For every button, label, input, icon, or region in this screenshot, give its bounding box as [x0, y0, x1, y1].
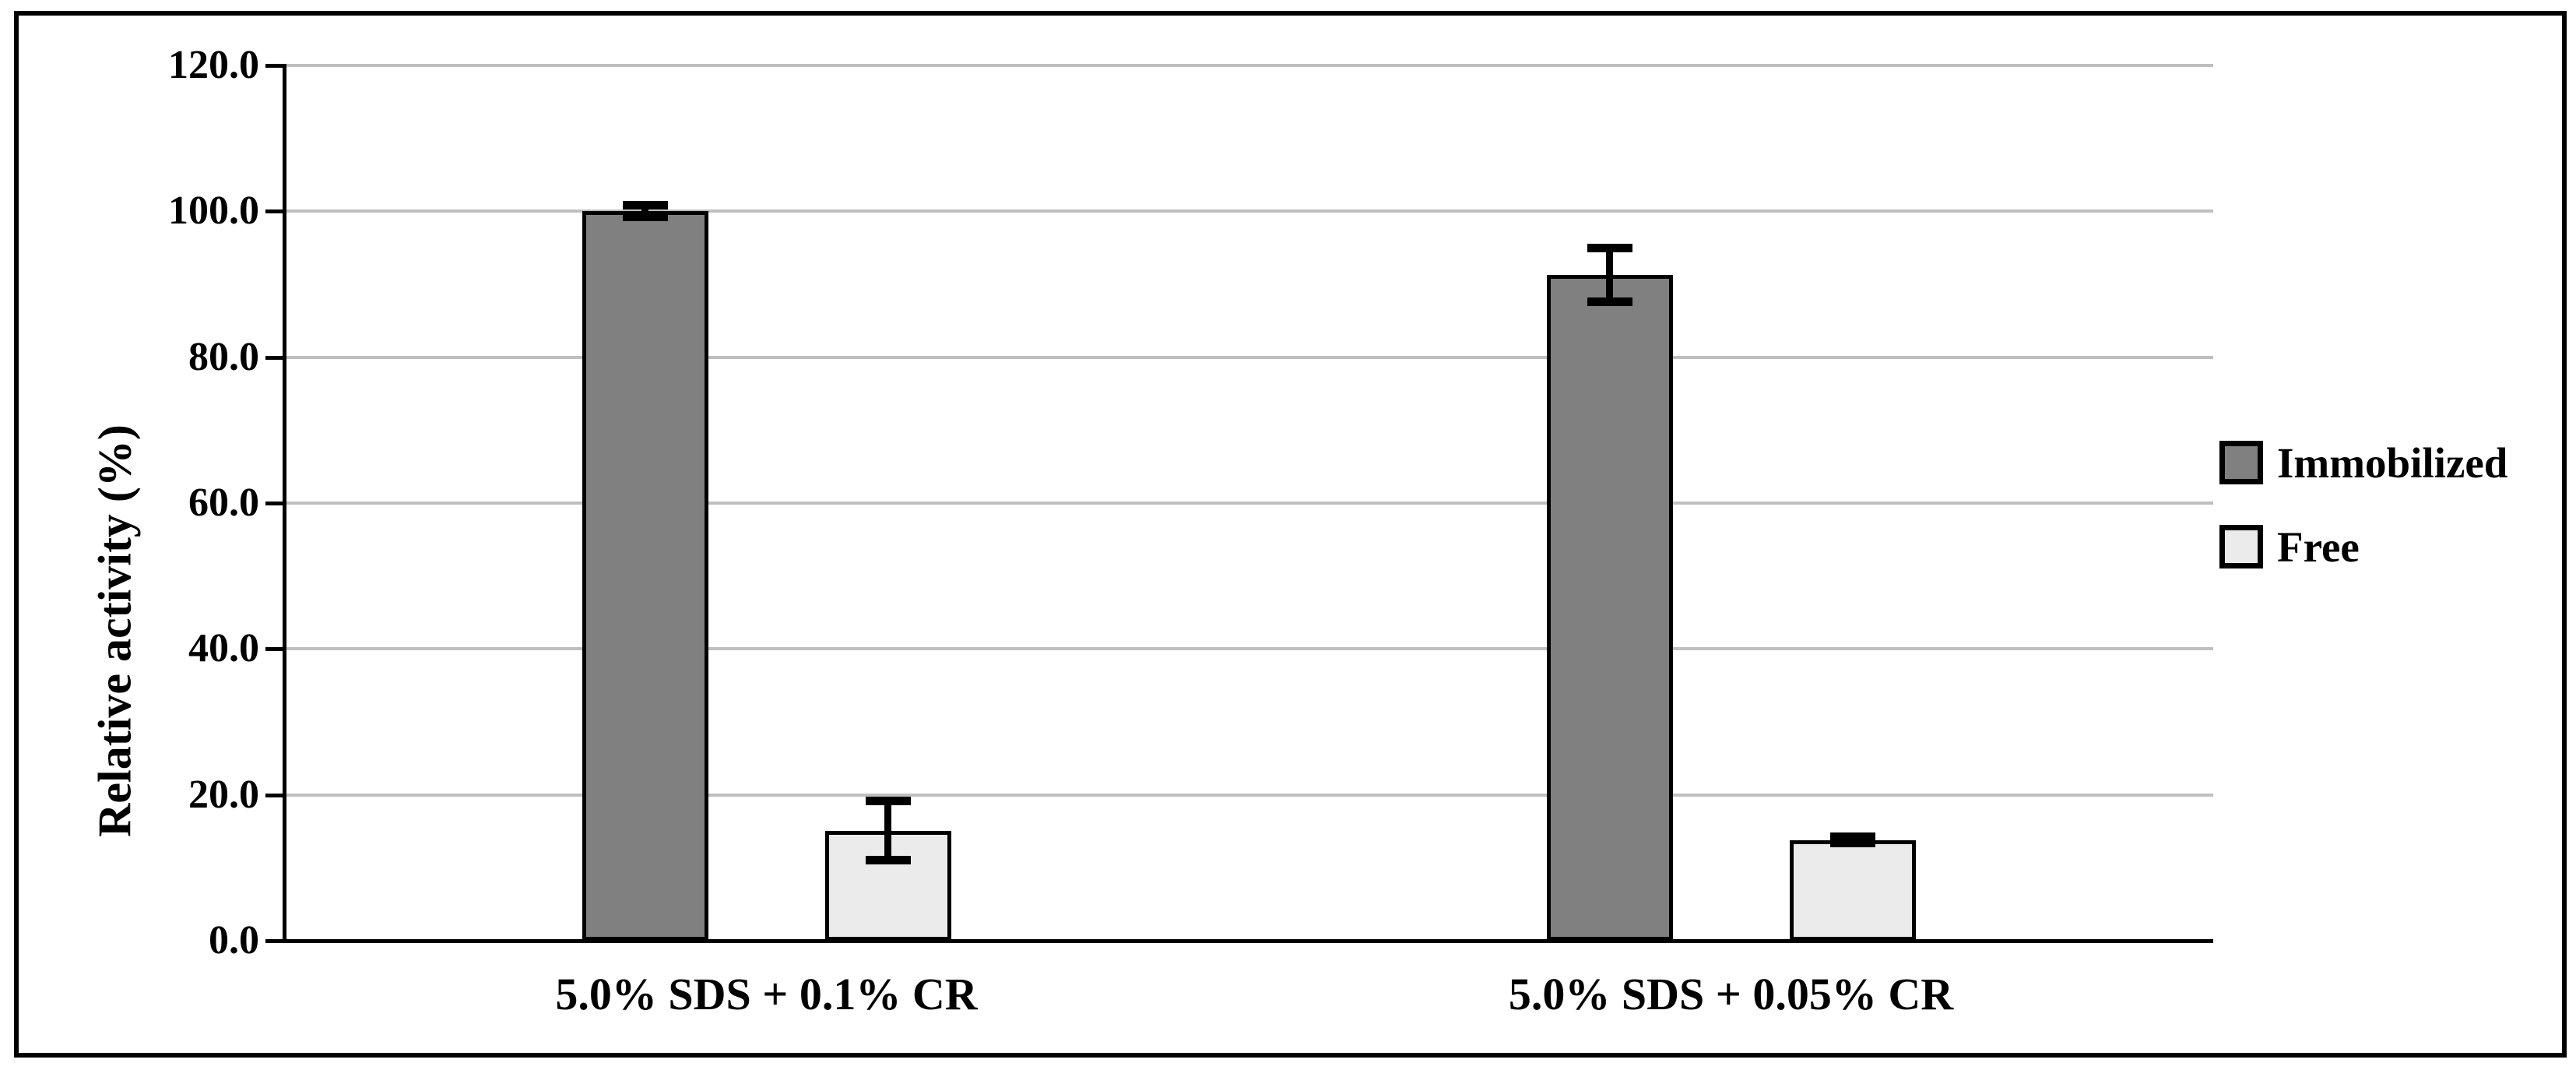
bar-free-cat2 — [1789, 839, 1916, 941]
figure-border-frame — [14, 11, 2567, 1058]
y-axis-line — [283, 64, 286, 942]
legend-swatch-immobilized — [2219, 441, 2263, 484]
y-tick-60.0 — [265, 502, 284, 505]
bar-immobilized-cat1 — [582, 211, 708, 941]
error-bar-cap-top — [865, 796, 911, 805]
legend-label: Immobilized — [2277, 438, 2508, 487]
error-bar-cap-bottom — [1829, 838, 1875, 847]
gridline-100 — [284, 209, 2213, 213]
y-tick-label: 60.0 — [188, 480, 259, 525]
error-bar-cap-top — [1829, 832, 1875, 842]
legend: Immobilized Free — [2219, 441, 2507, 568]
y-tick-label: 40.0 — [188, 626, 259, 671]
x-category-label-2: 5.0% SDS + 0.05% CR — [1508, 969, 1954, 1019]
gridline-60 — [284, 502, 2213, 505]
error-bar-cap-bottom — [622, 213, 668, 222]
y-tick-label: 100.0 — [168, 188, 259, 234]
legend-item-immobilized: Immobilized — [2219, 441, 2507, 484]
bar-immobilized-cat2 — [1546, 274, 1673, 941]
y-tick-80.0 — [265, 355, 284, 360]
error-bar-cap-top — [622, 201, 668, 210]
error-bar-free-cat1 — [884, 801, 891, 861]
legend-swatch-free — [2219, 525, 2263, 568]
y-tick-label: 80.0 — [188, 334, 259, 379]
y-tick-20.0 — [265, 793, 284, 797]
error-bar-cap-top — [1587, 243, 1632, 252]
y-tick-120.0 — [265, 64, 284, 68]
x-category-label-1: 5.0% SDS + 0.1% CR — [555, 969, 978, 1019]
gridline-40 — [284, 647, 2213, 651]
error-bar-immobilized-cat1 — [641, 205, 648, 217]
y-tick-40.0 — [265, 647, 284, 652]
legend-item-free: Free — [2219, 525, 2507, 568]
legend-label: Free — [2277, 523, 2360, 571]
x-axis-line — [283, 939, 2213, 943]
y-axis-title-text: Relative activity (%) — [89, 424, 141, 837]
y-tick-0.0 — [265, 939, 284, 943]
gridline-120 — [284, 64, 2213, 67]
error-bar-cap-bottom — [865, 856, 911, 865]
gridline-80 — [284, 355, 2213, 359]
y-tick-100.0 — [265, 209, 284, 214]
y-tick-label: 120.0 — [168, 43, 259, 87]
y-tick-label: 0.0 — [209, 918, 259, 963]
gridline-20 — [284, 793, 2213, 797]
error-bar-cap-bottom — [1587, 297, 1632, 306]
error-bar-immobilized-cat2 — [1606, 248, 1613, 302]
y-tick-label: 20.0 — [188, 772, 259, 817]
